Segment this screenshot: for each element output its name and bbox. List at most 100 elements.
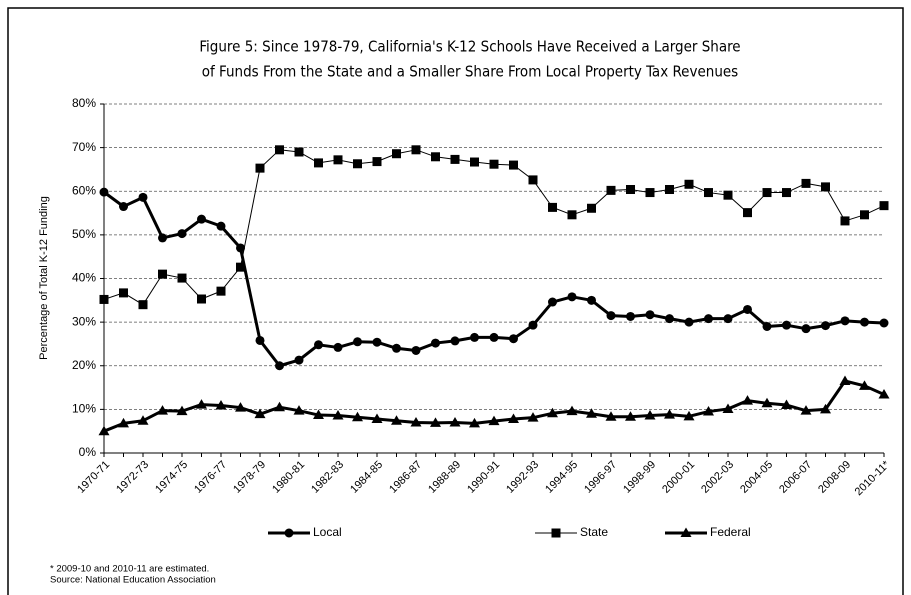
marker [528, 320, 538, 330]
marker [352, 411, 363, 422]
marker [255, 335, 265, 345]
marker [353, 337, 362, 347]
marker [197, 294, 206, 304]
marker [625, 411, 636, 421]
marker [450, 154, 460, 164]
marker [332, 409, 344, 420]
marker [684, 317, 694, 327]
marker [761, 397, 773, 408]
marker [372, 337, 382, 347]
marker [177, 229, 187, 239]
marker [411, 345, 421, 355]
y-tick-label: 10% [72, 402, 96, 416]
marker [235, 402, 246, 412]
marker [743, 304, 752, 314]
x-tick-label: 1984-85 [348, 459, 385, 496]
marker [293, 405, 305, 415]
marker [275, 361, 284, 371]
marker [430, 417, 441, 427]
marker [197, 214, 206, 224]
marker [119, 288, 128, 298]
marker [645, 188, 655, 198]
x-tick-label: 1990-91 [465, 459, 502, 496]
marker [391, 415, 402, 425]
x-tick-label: 2004-05 [738, 459, 775, 496]
marker [470, 157, 479, 167]
marker [294, 147, 304, 157]
marker [333, 155, 343, 165]
x-tick-label: 1972-73 [114, 459, 151, 496]
marker [371, 413, 383, 423]
marker [138, 300, 148, 310]
note: Source: National Education Association [50, 575, 216, 586]
marker [551, 528, 561, 538]
frame [7, 7, 904, 595]
marker [704, 314, 713, 324]
marker [626, 311, 635, 321]
marker [509, 160, 518, 170]
marker [196, 399, 207, 409]
marker [879, 201, 889, 211]
marker [840, 316, 850, 326]
marker [684, 179, 694, 189]
marker [664, 409, 675, 419]
marker [431, 152, 440, 162]
marker [762, 188, 772, 198]
marker [137, 415, 149, 425]
marker [410, 416, 422, 427]
marker [392, 343, 401, 353]
marker [821, 182, 830, 192]
chart-title: Figure 5: Since 1978-79, California's K-… [199, 38, 740, 56]
marker [606, 311, 616, 321]
marker [839, 375, 851, 386]
marker [99, 187, 109, 197]
y-tick-label: 20% [72, 358, 96, 372]
marker [781, 399, 792, 410]
x-tick-label: 1970-71 [75, 459, 112, 496]
marker [723, 314, 733, 324]
marker [567, 292, 577, 302]
marker [177, 273, 187, 283]
x-tick-label: 1986-87 [387, 459, 424, 496]
x-tick-label: 1982-83 [309, 459, 346, 496]
marker [547, 407, 558, 418]
marker [704, 188, 713, 198]
marker [488, 415, 500, 426]
marker [450, 336, 460, 346]
legend-label: Local [313, 525, 342, 539]
marker [878, 389, 890, 399]
x-tick-label: 1974-75 [153, 459, 190, 496]
y-axis-label: Percentage of Total K-12 Funding [38, 196, 50, 360]
marker [509, 334, 518, 344]
x-tick-label: 1998-99 [621, 459, 658, 496]
marker [284, 528, 294, 538]
marker [683, 410, 695, 421]
marker [820, 403, 831, 414]
y-tick-label: 60% [72, 183, 96, 197]
marker [392, 149, 401, 159]
x-tick-label: 1978-79 [231, 459, 268, 496]
marker [626, 185, 635, 195]
marker [449, 416, 461, 427]
marker [567, 210, 577, 220]
marker [528, 175, 538, 185]
marker [801, 324, 811, 334]
marker [294, 355, 304, 365]
marker [98, 425, 110, 436]
legend-label: Federal [710, 525, 751, 539]
marker [801, 178, 811, 188]
marker [703, 406, 714, 416]
chart-title: of Funds From the State and a Smaller Sh… [202, 63, 738, 81]
marker [236, 262, 245, 272]
marker [158, 269, 167, 279]
marker [411, 145, 421, 155]
x-tick-label: 1976-77 [192, 459, 229, 496]
marker [216, 221, 226, 231]
marker [680, 527, 692, 537]
marker [489, 159, 499, 169]
marker [782, 188, 791, 198]
x-tick-label: 1996-97 [582, 459, 619, 496]
marker [548, 202, 557, 212]
marker [587, 203, 596, 213]
